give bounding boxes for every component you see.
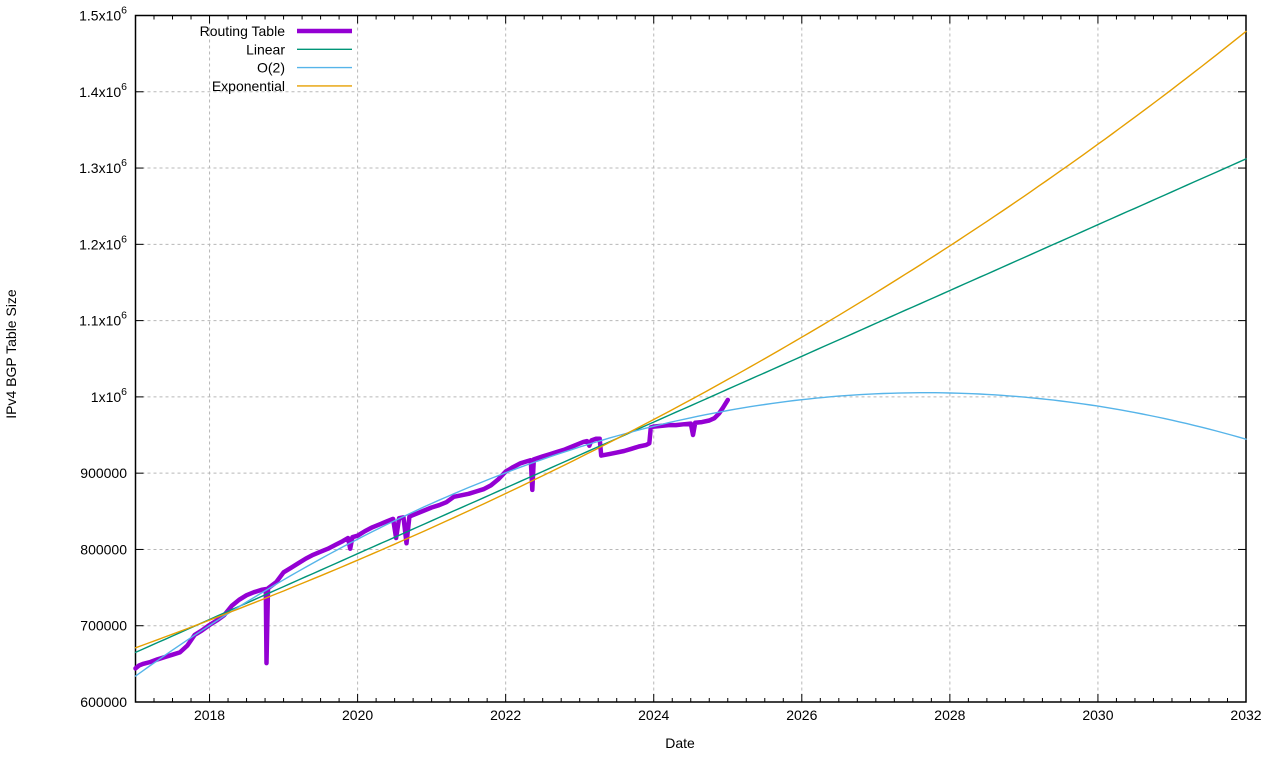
x-tick-label-2026: 2026	[786, 707, 817, 723]
y-tick-label: 1.2x106	[79, 233, 127, 252]
x-tick-labels: 2018 2020 2022 2024 2026 2028 2030 2032	[194, 707, 1262, 723]
legend-label-exponential: Exponential	[212, 78, 285, 94]
legend: Routing Table Linear O(2) Exponential	[200, 23, 352, 94]
series-linear	[134, 158, 1247, 654]
y-tick-label: 700000	[80, 618, 127, 634]
legend-label-o2: O(2)	[257, 60, 285, 76]
series-routing_table	[133, 397, 731, 671]
y-axis-title: IPv4 BGP Table Size	[3, 289, 19, 419]
x-tick-label-2020: 2020	[342, 707, 373, 723]
x-tick-label-2028: 2028	[934, 707, 965, 723]
legend-label-routing_table: Routing Table	[200, 23, 286, 39]
x-tick-label-2032: 2032	[1230, 707, 1261, 723]
y-tick-label: 1x106	[91, 386, 127, 405]
y-tick-label: 1.5x106	[79, 5, 127, 24]
legend-label-linear: Linear	[246, 41, 285, 57]
x-tick-label-2022: 2022	[490, 707, 521, 723]
y-tick-label: 1.1x106	[79, 310, 127, 329]
x-axis-title: Date	[665, 735, 695, 751]
grid	[135, 15, 1247, 703]
plot-border	[134, 14, 1247, 703]
y-tick-label: 1.4x106	[79, 81, 127, 100]
y-tick-label: 600000	[80, 694, 127, 710]
series-o2	[134, 392, 1247, 677]
x-tick-label-2018: 2018	[194, 707, 225, 723]
y-tick-label: 800000	[80, 541, 127, 557]
x-tick-label-2030: 2030	[1082, 707, 1113, 723]
y-tick-label: 1.3x106	[79, 157, 127, 176]
y-tick-labels: 600000 700000 800000 900000 1x106 1.1x106 1.2x…	[79, 5, 127, 711]
x-tick-label-2024: 2024	[638, 707, 669, 723]
y-tick-label: 900000	[80, 465, 127, 481]
axis-ticks	[135, 15, 1247, 703]
series-exponential	[134, 30, 1247, 649]
